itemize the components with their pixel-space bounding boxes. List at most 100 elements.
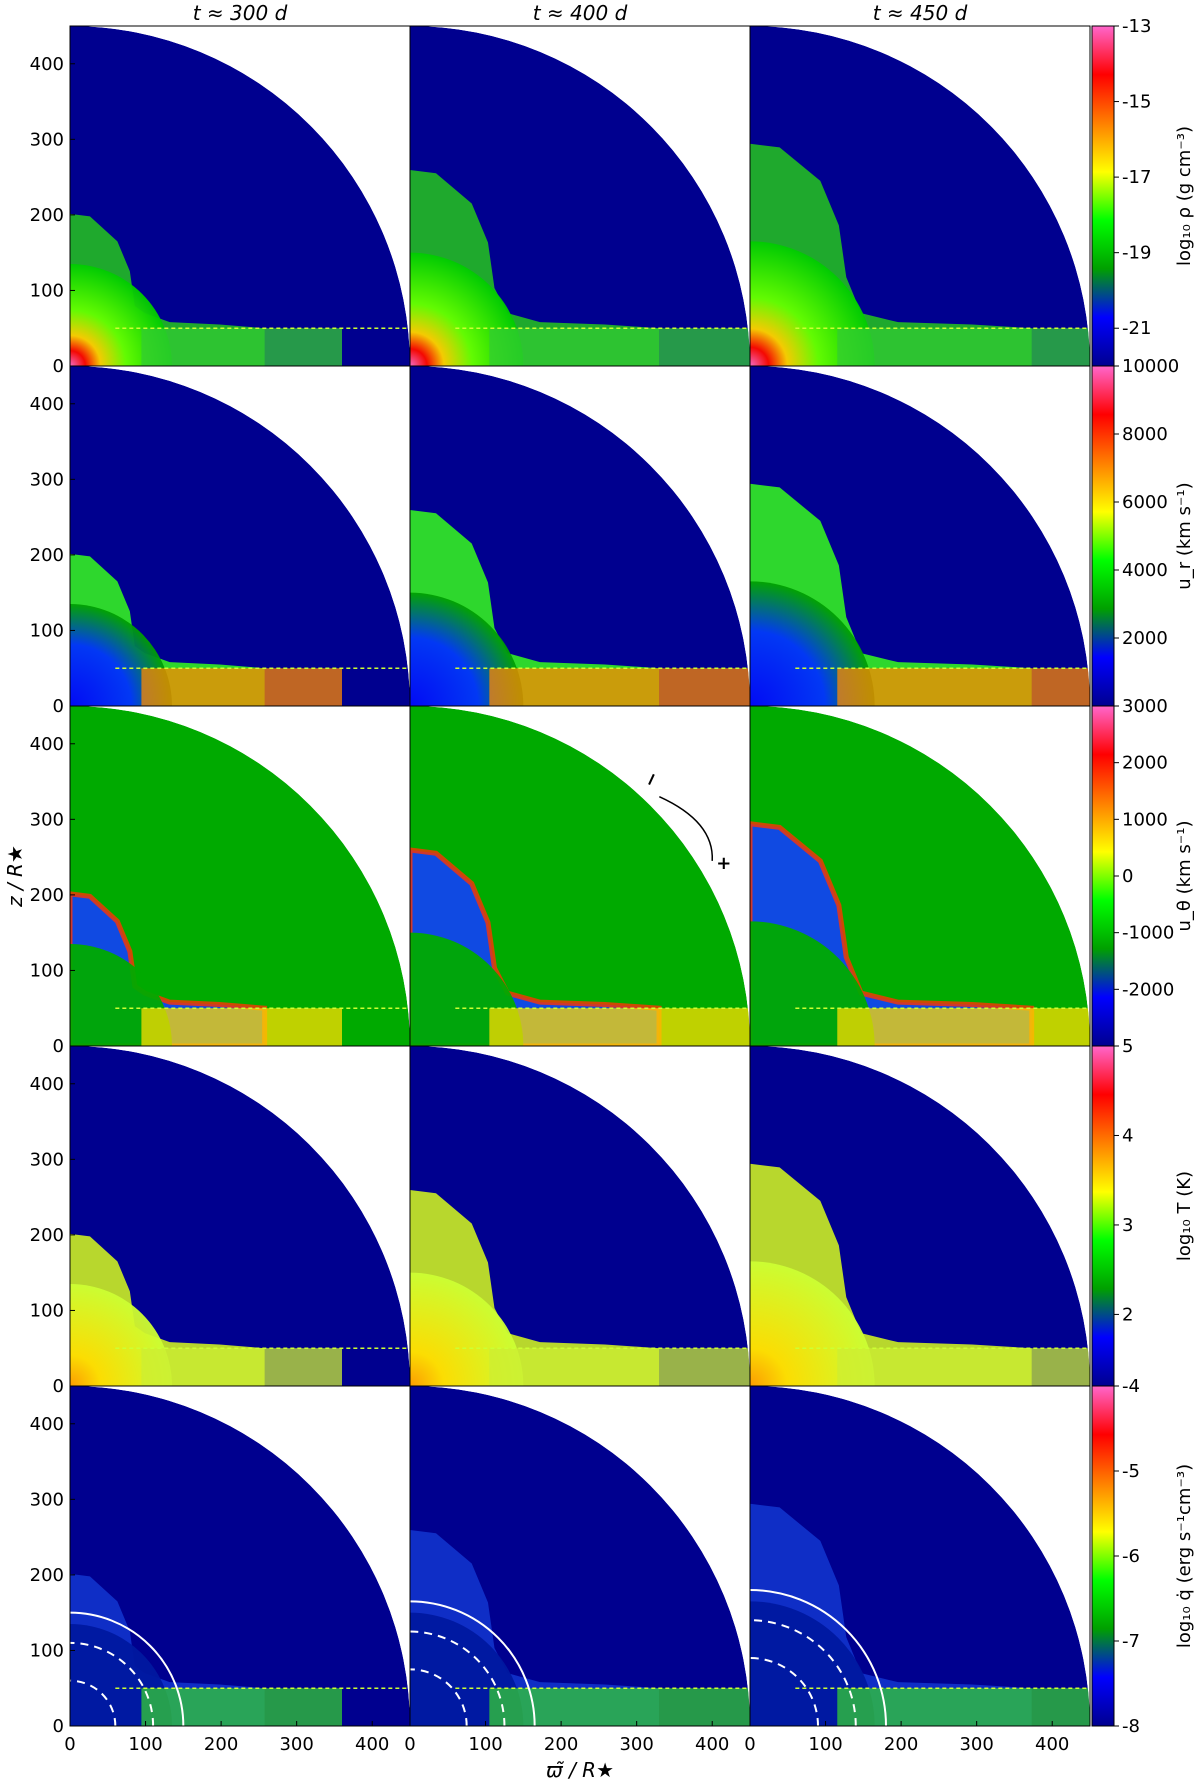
colorbar-label: u_θ (km s⁻¹)	[1174, 821, 1195, 932]
x-tick-label: 0	[64, 1734, 75, 1755]
contour-line	[410, 1600, 536, 1726]
panel-r4-c3	[749, 1045, 1091, 1387]
colorbar-strip	[1091, 365, 1115, 707]
x-tick-label: 300	[279, 1734, 313, 1755]
y-tick-label: 200	[30, 545, 64, 566]
contour-line	[750, 1619, 857, 1726]
panel-r3-c2	[409, 705, 751, 1047]
equatorial-disk	[837, 328, 1090, 366]
colorbar-tick-label: 2	[1122, 1304, 1133, 1325]
panel-r1-c3	[749, 25, 1091, 367]
panel-r3-c1: 0 100 200 300 400	[30, 705, 411, 1057]
colorbar-strip	[1091, 1045, 1115, 1387]
y-tick-label: 0	[53, 1036, 64, 1057]
colorbar-tick-label: -21	[1122, 318, 1151, 339]
x-tick-label: 200	[544, 1734, 578, 1755]
x-tick-label: 400	[695, 1734, 729, 1755]
panel-r5-c3: 0 100 200 300 400	[744, 1385, 1091, 1755]
equatorial-disk	[141, 1008, 342, 1046]
panel-r4-c2	[409, 1045, 751, 1387]
equatorial-disk	[837, 1008, 1090, 1046]
panel-r4-c1: 0 100 200 300 400	[30, 1045, 411, 1397]
colorbar-strip	[1091, 1385, 1115, 1727]
colorbar-strip	[1091, 705, 1115, 1047]
x-tick-label: 200	[204, 1734, 238, 1755]
y-tick-label: 400	[30, 54, 64, 75]
equatorial-disk	[489, 328, 750, 366]
equatorial-disk	[141, 328, 342, 366]
plus-label: +	[716, 853, 731, 874]
x-axis-label: ϖ̃ / R★	[546, 1758, 614, 1782]
colorbar-tick-label: -1000	[1122, 923, 1174, 944]
colorbar-tick-label: -4	[1122, 1376, 1140, 1397]
equatorial-disk	[141, 1348, 342, 1386]
contour-line	[70, 1679, 117, 1726]
equatorial-disk	[141, 1688, 342, 1726]
y-tick-label: 300	[30, 469, 64, 490]
equatorial-disk	[837, 668, 1090, 706]
y-tick-label: 100	[30, 620, 64, 641]
colorbar-tick-label: 10000	[1122, 356, 1179, 377]
minus-label: −	[639, 768, 664, 791]
domain-background	[410, 1386, 750, 1726]
colorbar-tick-label: -5	[1122, 1461, 1140, 1482]
colorbar-label: log₁₀ q̇ (erg s⁻¹cm⁻³)	[1174, 1464, 1195, 1648]
y-tick-label: 200	[30, 205, 64, 226]
equatorial-disk	[837, 1348, 1090, 1386]
colorbar-label: log₁₀ ρ (g cm⁻³)	[1174, 126, 1195, 266]
panel-r5-c1: 0 100 200 300 400 0 100 200 300 400	[30, 1385, 411, 1755]
panel-r1-c1: 0 100 200 300 400	[30, 25, 411, 377]
colorbar-tick-label: 5	[1122, 1036, 1133, 1057]
colorbar-tick-label: -17	[1122, 167, 1151, 188]
colorbar-tick-label: -19	[1122, 243, 1151, 264]
y-tick-label: 100	[30, 960, 64, 981]
panel-frame	[749, 1385, 1091, 1727]
contour-line	[410, 1630, 506, 1726]
x-tick-label: 0	[404, 1734, 415, 1755]
colorbar-tick-label: 3	[1122, 1215, 1133, 1236]
y-tick-label: 300	[30, 1489, 64, 1510]
panel-r2-c2	[409, 365, 751, 707]
equatorial-disk	[489, 1348, 750, 1386]
y-tick-label: 200	[30, 1225, 64, 1246]
x-tick-label: 100	[128, 1734, 162, 1755]
domain-background	[410, 366, 750, 706]
y-tick-label: 400	[30, 394, 64, 415]
colorbar-tick-label: 4	[1122, 1125, 1133, 1146]
equatorial-disk	[141, 668, 342, 706]
colorbar-tick-label: 2000	[1122, 628, 1168, 649]
contour-line	[410, 1668, 468, 1726]
contour-line	[70, 1641, 155, 1726]
y-tick-label: 400	[30, 1414, 64, 1435]
y-tick-label: 100	[30, 280, 64, 301]
colorbar-tick-label: 6000	[1122, 492, 1168, 513]
colorbar-qdot: -4 -5 -6 -7 -8 log₁₀ q̇ (erg s⁻¹cm⁻³)	[1091, 1376, 1195, 1737]
y-tick-label: 200	[30, 885, 64, 906]
x-tick-label: 200	[884, 1734, 918, 1755]
x-tick-label: 100	[808, 1734, 842, 1755]
colorbar-tick-label: 8000	[1122, 424, 1168, 445]
x-tick-label: 400	[355, 1734, 389, 1755]
y-tick-label: 400	[30, 734, 64, 755]
colorbar-tick-label: 1000	[1122, 809, 1168, 830]
colorbar-tick-label: -7	[1122, 1631, 1140, 1652]
y-tick-label: 300	[30, 809, 64, 830]
colorbar-tick-label: -2000	[1122, 979, 1174, 1000]
domain-background	[410, 26, 750, 366]
y-tick-label: 100	[30, 1300, 64, 1321]
y-tick-label: 0	[53, 1376, 64, 1397]
y-tick-label: 0	[53, 696, 64, 717]
equatorial-disk	[489, 668, 750, 706]
colorbar-tick-label: 2000	[1122, 753, 1168, 774]
domain-background	[70, 706, 410, 1046]
y-tick-label: 100	[30, 1640, 64, 1661]
panel-r2-c3	[749, 365, 1091, 707]
equatorial-disk	[489, 1008, 750, 1046]
y-tick-label: 200	[30, 1565, 64, 1586]
domain-background	[70, 1386, 410, 1726]
x-tick-label: 100	[468, 1734, 502, 1755]
panel-r1-c2	[409, 25, 751, 367]
colorbar-T: 5 4 3 2 log₁₀ T (K)	[1091, 1036, 1195, 1387]
colorbar-u_theta: 3000 2000 1000 0 -1000 -2000 u_θ (km s⁻¹)	[1091, 696, 1195, 1047]
colorbar-u_r: 10000 8000 6000 4000 2000 u_r (km s⁻¹)	[1091, 356, 1195, 707]
